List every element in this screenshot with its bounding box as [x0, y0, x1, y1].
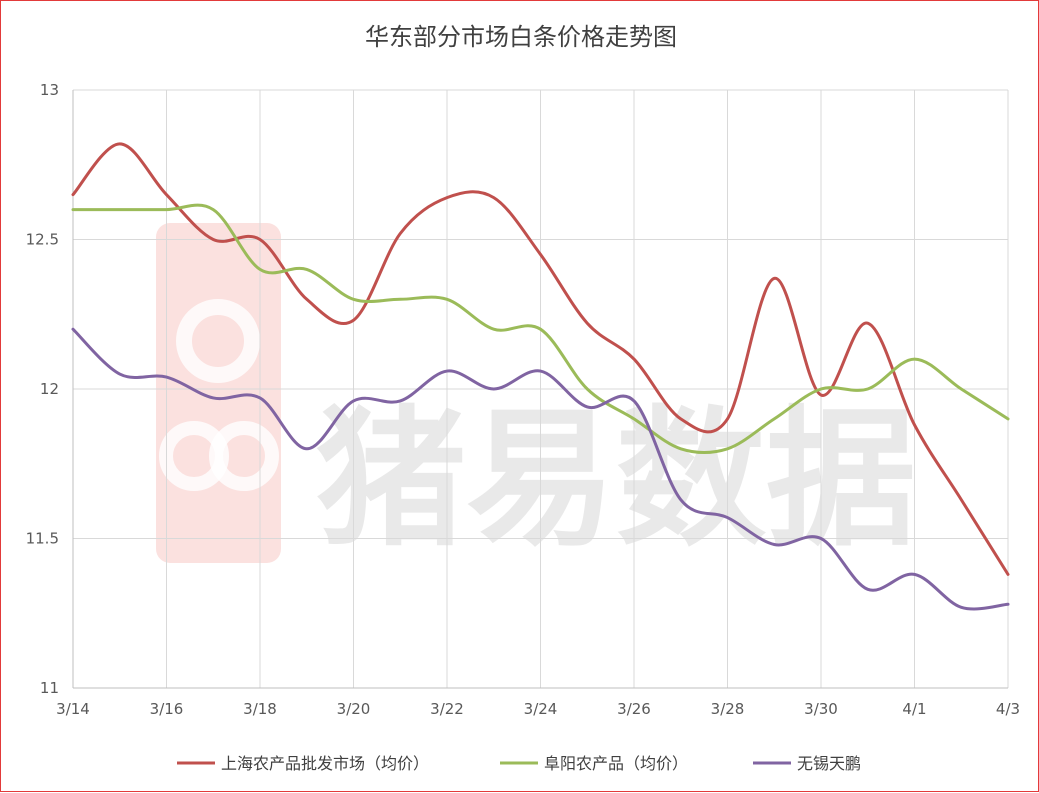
axes: 11 11.5 12 12.5 13 3/14 3/16 3/18 3/20 3/22 3/24 3/…	[26, 81, 1020, 718]
y-tick-label: 12	[40, 380, 59, 398]
y-tick-label: 13	[40, 81, 59, 99]
y-tick-label: 12.5	[26, 231, 59, 249]
watermark: 猪易数据	[156, 223, 916, 567]
y-tick-label: 11	[40, 679, 59, 697]
x-tick-label: 3/24	[524, 700, 558, 718]
watermark-logo-ring-top	[176, 299, 260, 383]
x-tick-label: 3/20	[337, 700, 371, 718]
x-tick-label: 3/30	[804, 700, 838, 718]
watermark-logo	[156, 223, 281, 563]
x-tick-label: 3/16	[150, 700, 184, 718]
legend: 上海农产品批发市场（均价） 阜阳农产品（均价） 无锡天鹏	[177, 754, 861, 773]
x-tick-label: 3/26	[617, 700, 651, 718]
series-line-1	[71, 142, 1010, 576]
chart-title: 华东部分市场白条价格走势图	[365, 23, 677, 51]
legend-label: 无锡天鹏	[797, 754, 861, 773]
series-line-2	[71, 203, 1010, 455]
legend-item: 无锡天鹏	[753, 754, 861, 773]
x-tick-label: 3/22	[430, 700, 464, 718]
legend-item: 上海农产品批发市场（均价）	[177, 754, 429, 773]
y-tick-label: 11.5	[26, 530, 59, 548]
x-tick-label: 4/3	[996, 700, 1020, 718]
legend-label: 上海农产品批发市场（均价）	[221, 754, 429, 773]
legend-item: 阜阳农产品（均价）	[500, 754, 688, 773]
x-tick-label: 3/28	[711, 700, 745, 718]
x-tick-label: 3/18	[243, 700, 277, 718]
legend-label: 阜阳农产品（均价）	[544, 754, 688, 773]
series-line-3	[71, 327, 1010, 611]
watermark-logo-ring-right	[209, 421, 279, 491]
x-tick-label: 4/1	[902, 700, 926, 718]
x-tick-label: 3/14	[56, 700, 90, 718]
series-lines	[71, 142, 1010, 611]
